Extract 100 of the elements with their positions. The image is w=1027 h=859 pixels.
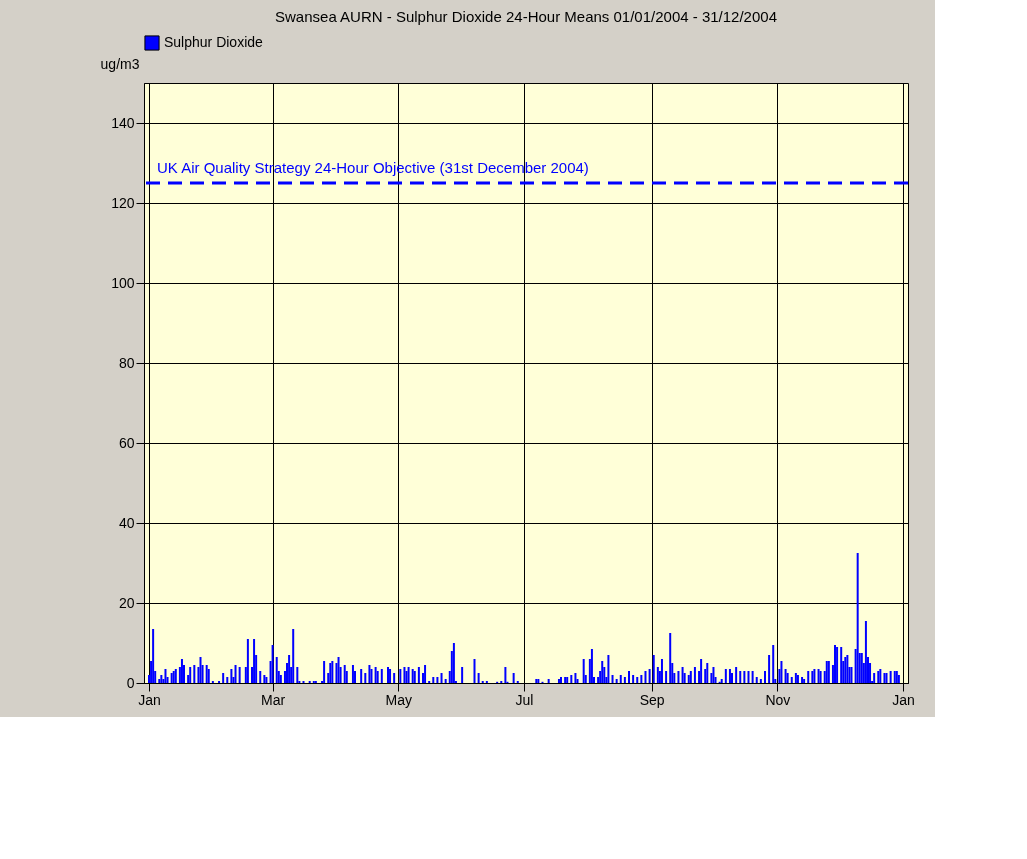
y-axis-title: ug/m3 <box>100 55 140 72</box>
y-tick-label: 60 <box>118 434 135 451</box>
bar <box>403 667 406 683</box>
bar <box>864 621 867 683</box>
bar <box>640 675 643 683</box>
bar <box>628 671 631 683</box>
bar <box>512 673 515 683</box>
bar <box>644 671 647 683</box>
bar <box>288 655 291 683</box>
bar <box>504 667 507 683</box>
bar <box>380 669 383 683</box>
bar <box>222 673 225 683</box>
bar <box>477 673 480 683</box>
bar <box>747 671 750 683</box>
y-tick-label: 20 <box>118 594 135 611</box>
y-tick-label: 80 <box>118 354 135 371</box>
bar <box>660 659 663 683</box>
bar <box>681 667 684 683</box>
bar <box>632 675 635 683</box>
bar <box>763 671 766 683</box>
bar <box>780 661 783 683</box>
bar <box>279 675 282 683</box>
bar <box>364 673 367 683</box>
bar <box>238 667 241 683</box>
bar <box>440 673 443 683</box>
bar <box>246 639 249 683</box>
bar <box>407 667 410 683</box>
bar <box>856 553 859 683</box>
bar <box>193 665 196 683</box>
x-tick-label: Nov <box>765 691 791 708</box>
bar <box>323 661 326 683</box>
y-tick-label: 120 <box>111 194 135 211</box>
bar <box>873 673 876 683</box>
x-tick-label: Jan <box>892 691 915 708</box>
bar <box>786 673 789 683</box>
bar <box>784 669 787 683</box>
bar <box>611 675 614 683</box>
bar <box>199 657 202 683</box>
bar <box>436 677 439 683</box>
bar <box>652 655 655 683</box>
y-tick-label: 100 <box>111 274 135 291</box>
bar <box>724 669 727 683</box>
bar <box>689 671 692 683</box>
bar <box>636 677 639 683</box>
bar <box>728 669 731 683</box>
bar <box>351 665 354 683</box>
bar <box>389 669 392 683</box>
bar <box>687 675 690 683</box>
bar <box>189 667 192 683</box>
bar <box>693 667 696 683</box>
bar <box>399 669 402 683</box>
bar <box>615 679 618 683</box>
bar <box>897 675 900 683</box>
y-tick-label: 40 <box>118 514 135 531</box>
y-tick-label: 0 <box>126 674 135 691</box>
bar <box>424 665 427 683</box>
bar <box>759 679 762 683</box>
x-tick-label: Jul <box>515 691 534 708</box>
bar <box>739 671 742 683</box>
bar <box>743 671 746 683</box>
bar <box>152 629 155 683</box>
bar <box>417 667 420 683</box>
bar <box>840 647 843 683</box>
legend-label: Sulphur Dioxide <box>164 34 264 50</box>
bar <box>623 677 626 683</box>
bar <box>889 671 892 683</box>
bar <box>164 669 167 683</box>
bar <box>207 669 210 683</box>
bar <box>790 677 793 683</box>
bar <box>473 659 476 683</box>
bar <box>547 679 550 683</box>
bar <box>590 649 593 683</box>
bar <box>343 665 346 683</box>
bar <box>582 659 585 683</box>
x-tick-label: Sep <box>639 691 665 708</box>
bar <box>607 655 610 683</box>
bar <box>700 659 703 683</box>
x-tick-label: Jan <box>138 691 161 708</box>
bar <box>160 675 163 683</box>
bar <box>180 659 183 683</box>
bar <box>706 663 709 683</box>
bar <box>205 665 208 683</box>
bar <box>158 679 161 683</box>
bar <box>337 657 340 683</box>
bar <box>292 629 295 683</box>
bar <box>253 639 256 683</box>
y-tick-label: 140 <box>111 114 135 131</box>
bar <box>665 671 668 683</box>
bar <box>574 673 577 683</box>
bar <box>376 671 379 683</box>
bar <box>368 665 371 683</box>
bar <box>296 667 299 683</box>
bar <box>570 675 573 683</box>
bar <box>712 667 715 683</box>
bar <box>370 669 373 683</box>
bar <box>656 667 659 683</box>
bar <box>393 673 396 683</box>
bar <box>461 667 464 683</box>
bar <box>619 675 622 683</box>
bar <box>360 669 363 683</box>
